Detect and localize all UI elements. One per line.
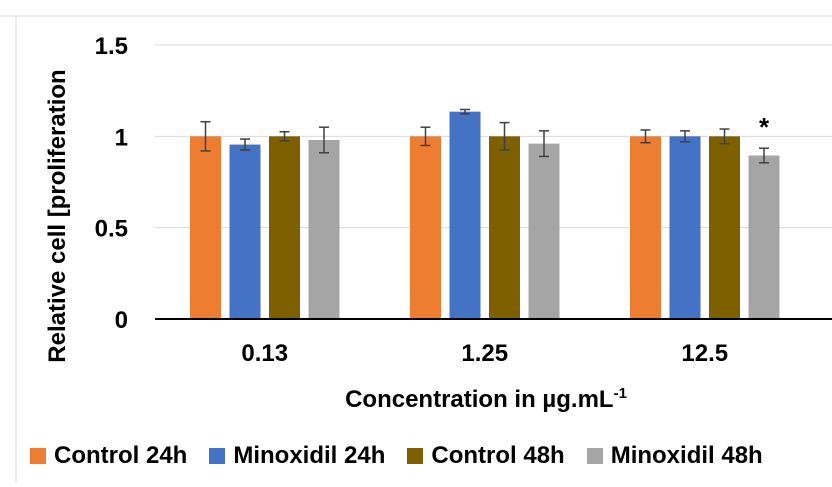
y-tick-label: 0.5 [95,216,128,243]
x-axis-label-main: Concentration in µg.mL [345,386,614,413]
bar [528,143,560,319]
legend-label: Control 24h [54,442,188,469]
bar [709,136,740,319]
x-tick-label: 12.5 [681,340,728,367]
x-axis-label-superscript: -1 [614,385,627,402]
bar [748,155,780,319]
bar [269,136,300,319]
y-tick-label: 1 [115,124,128,151]
bar [489,136,520,319]
legend-item-minoxidil-48h: Minoxidil 48h [586,442,763,470]
bar [190,136,221,319]
x-tick-label: 0.13 [241,340,288,367]
legend-swatch [586,448,603,464]
legend-swatch [209,448,226,464]
annotations: * [759,112,770,142]
y-tick-label: 0 [115,307,128,334]
legend-item-minoxidil-24h: Minoxidil 24h [209,442,385,470]
bars [190,111,780,319]
significance-marker: * [759,112,770,142]
bar [410,136,441,319]
x-tick-label: 1.25 [461,340,508,367]
legend-label: Minoxidil 48h [610,442,763,469]
x-tick-labels: 0.13 1.25 12.5 [241,340,728,367]
bar [630,136,661,319]
bar [449,111,481,319]
legend-label: Control 48h [431,442,565,469]
x-axis-label: Concentration in µg.mL-1 [345,385,627,413]
legend-swatch [30,448,46,464]
y-axis-label: Relative cell [proliferation [44,69,71,362]
bar [669,136,701,319]
bar [229,144,261,319]
bar [308,139,340,319]
legend: Control 24h Minoxidil 24h Control 48h Mi… [30,440,785,472]
legend-swatch [407,448,424,464]
legend-label: Minoxidil 24h [233,442,386,469]
y-tick-labels: 0 0.5 1 1.5 [95,33,128,334]
legend-item-control-24h: Control 24h [30,442,187,470]
error-bars [200,108,769,164]
legend-item-control-48h: Control 48h [407,442,565,470]
y-tick-label: 1.5 [95,33,128,60]
